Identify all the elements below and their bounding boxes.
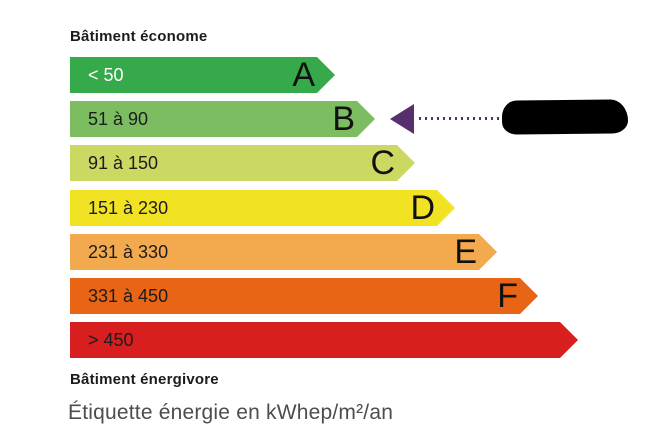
energy-label-caption: Étiquette énergie en kWhep/m²/an <box>68 401 394 424</box>
redacted-value-blob <box>501 99 629 135</box>
bar-letter: F <box>497 277 518 315</box>
bar-letter: D <box>410 189 435 227</box>
energy-class-bar: 231 à 330 E <box>70 234 497 270</box>
bar-letter: C <box>370 144 395 182</box>
bar-range-label: 151 à 230 <box>88 197 169 218</box>
selection-arrow-icon <box>390 104 414 134</box>
bar-range-label: 91 à 150 <box>88 152 159 173</box>
bar-letter: B <box>332 100 355 138</box>
energy-class-bar: 151 à 230 D <box>70 190 455 226</box>
bar-range-label: < 50 <box>88 64 124 85</box>
energy-class-bar: < 50 A <box>70 57 335 93</box>
bar-range-label: 51 à 90 <box>88 108 149 129</box>
energy-class-bar: > 450 <box>70 322 578 358</box>
energy-class-bar: 331 à 450 F <box>70 278 538 314</box>
bar-letter: E <box>454 233 477 271</box>
energy-class-bar: 91 à 150 C <box>70 145 415 181</box>
energy-hungry-building-label: Bâtiment énergivore <box>70 371 219 388</box>
bar-range-label: > 450 <box>88 329 134 350</box>
bar-letter: A <box>292 56 315 94</box>
bar-range-label: 231 à 330 <box>88 241 169 262</box>
economical-building-label: Bâtiment économe <box>70 28 208 45</box>
energy-class-bar: 51 à 90 B <box>70 101 375 137</box>
dotted-connector <box>419 117 499 120</box>
bar-range-label: 331 à 450 <box>88 285 169 306</box>
